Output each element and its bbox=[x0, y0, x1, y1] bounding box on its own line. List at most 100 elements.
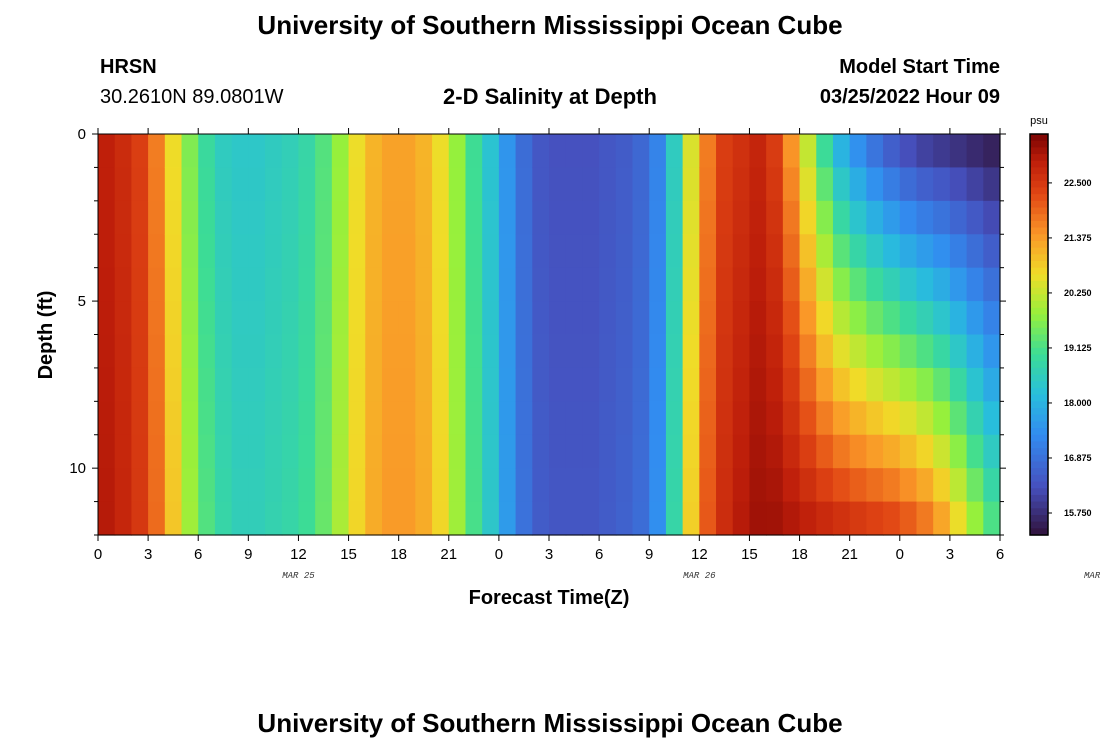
heatmap-cell bbox=[131, 267, 149, 302]
heatmap-cell bbox=[214, 167, 233, 202]
heatmap-cell bbox=[699, 468, 717, 503]
heatmap-cell bbox=[148, 301, 166, 336]
heatmap-cell bbox=[515, 334, 533, 369]
heatmap-cell bbox=[599, 234, 617, 269]
heatmap-cell bbox=[816, 134, 834, 169]
heatmap-cell bbox=[164, 301, 183, 336]
heatmap-cell bbox=[565, 434, 584, 469]
heatmap-cell bbox=[432, 434, 450, 469]
heatmap-cell bbox=[448, 301, 467, 336]
heatmap-cell bbox=[198, 234, 216, 269]
heatmap-cell bbox=[933, 167, 951, 202]
heatmap-cell bbox=[732, 434, 751, 469]
colorbar-segment bbox=[1030, 327, 1048, 336]
heatmap-cell bbox=[866, 167, 884, 202]
heatmap-cell bbox=[465, 301, 483, 336]
heatmap-cell bbox=[415, 200, 433, 235]
model-start-value: 03/25/2022 Hour 09 bbox=[819, 86, 1000, 108]
heatmap-cell bbox=[649, 200, 667, 235]
heatmap-cell bbox=[214, 134, 233, 169]
heatmap-cell bbox=[933, 401, 951, 436]
colorbar-tick-label: 20.250 bbox=[1064, 288, 1092, 298]
heatmap-cell bbox=[749, 234, 767, 269]
heatmap-cell bbox=[832, 334, 851, 369]
heatmap-cell bbox=[465, 367, 483, 402]
heatmap-cell bbox=[899, 434, 918, 469]
heatmap-cell bbox=[966, 468, 984, 503]
heatmap-cell bbox=[265, 134, 283, 169]
heatmap-cell bbox=[899, 468, 918, 503]
y-tick-label: 5 bbox=[78, 293, 86, 310]
heatmap-cell bbox=[231, 367, 249, 402]
heatmap-cell bbox=[866, 367, 884, 402]
heatmap-cell bbox=[766, 401, 784, 436]
heatmap-cell bbox=[866, 134, 884, 169]
heatmap-cell bbox=[966, 267, 984, 302]
heatmap-cell bbox=[949, 367, 968, 402]
colorbar-segment bbox=[1030, 134, 1048, 142]
heatmap-cell bbox=[732, 200, 751, 235]
heatmap-cell bbox=[632, 401, 650, 436]
colorbar-segment bbox=[1030, 448, 1048, 456]
heatmap-cell bbox=[699, 234, 717, 269]
heatmap-cell bbox=[298, 234, 316, 269]
heatmap-cell bbox=[398, 468, 416, 503]
heatmap-cell bbox=[832, 134, 851, 169]
heatmap-cell bbox=[448, 468, 467, 503]
heatmap-cell bbox=[432, 267, 450, 302]
heatmap-cell bbox=[649, 367, 667, 402]
colorbar-tick-label: 18.000 bbox=[1064, 398, 1092, 408]
heatmap-cell bbox=[816, 468, 834, 503]
colorbar-segment bbox=[1030, 354, 1048, 362]
heatmap-cell bbox=[114, 134, 133, 169]
heatmap-cell bbox=[415, 134, 433, 169]
heatmap-cell bbox=[532, 167, 550, 202]
heatmap-cell bbox=[933, 367, 951, 402]
heatmap-cell bbox=[281, 301, 300, 336]
heatmap-cell bbox=[198, 468, 216, 503]
heatmap-cell bbox=[315, 367, 333, 402]
heatmap-cell bbox=[315, 434, 333, 469]
heatmap-cell bbox=[832, 200, 851, 235]
heatmap-cell bbox=[599, 267, 617, 302]
x-axis-label: Forecast Time(Z) bbox=[469, 587, 630, 609]
colorbar-tick-label: 15.750 bbox=[1064, 508, 1092, 518]
heatmap-cell bbox=[498, 501, 517, 536]
heatmap-cell bbox=[649, 434, 667, 469]
heatmap-cell bbox=[716, 234, 734, 269]
heatmap-cell bbox=[816, 167, 834, 202]
heatmap-cell bbox=[732, 401, 751, 436]
heatmap-cell bbox=[415, 234, 433, 269]
heatmap-cell bbox=[248, 167, 266, 202]
heatmap-cell bbox=[465, 267, 483, 302]
heatmap-cell bbox=[465, 434, 483, 469]
heatmap-cell bbox=[649, 401, 667, 436]
heatmap-cell bbox=[415, 501, 433, 536]
heatmap-cell bbox=[415, 434, 433, 469]
heatmap-cell bbox=[699, 200, 717, 235]
heatmap-cell bbox=[883, 468, 901, 503]
heatmap-cell bbox=[482, 200, 500, 235]
footer-title: University of Southern Mississippi Ocean… bbox=[257, 708, 843, 738]
colorbar-tick-label: 21.375 bbox=[1064, 233, 1092, 243]
heatmap-cell bbox=[665, 401, 684, 436]
x-tick-label: 12 bbox=[290, 546, 307, 563]
heatmap-cell bbox=[465, 234, 483, 269]
heatmap-cell bbox=[181, 267, 199, 302]
heatmap-cell bbox=[933, 134, 951, 169]
heatmap-cell bbox=[131, 468, 149, 503]
heatmap-cell bbox=[348, 334, 366, 369]
heatmap-cell bbox=[549, 501, 567, 536]
heatmap-cell bbox=[983, 334, 1001, 369]
heatmap-cell bbox=[248, 200, 266, 235]
heatmap-cell bbox=[615, 401, 634, 436]
heatmap-cell bbox=[866, 468, 884, 503]
colorbar-segment bbox=[1030, 508, 1048, 516]
heatmap-cell bbox=[599, 301, 617, 336]
colorbar: 22.500 21.375 20.250 19.125 18.000 16.875 15.7… bbox=[1029, 115, 1092, 536]
heatmap-cell bbox=[933, 200, 951, 235]
heatmap-cell bbox=[432, 301, 450, 336]
heatmap-cell bbox=[465, 334, 483, 369]
heatmap-cell bbox=[114, 167, 133, 202]
heatmap-cell bbox=[381, 134, 400, 169]
